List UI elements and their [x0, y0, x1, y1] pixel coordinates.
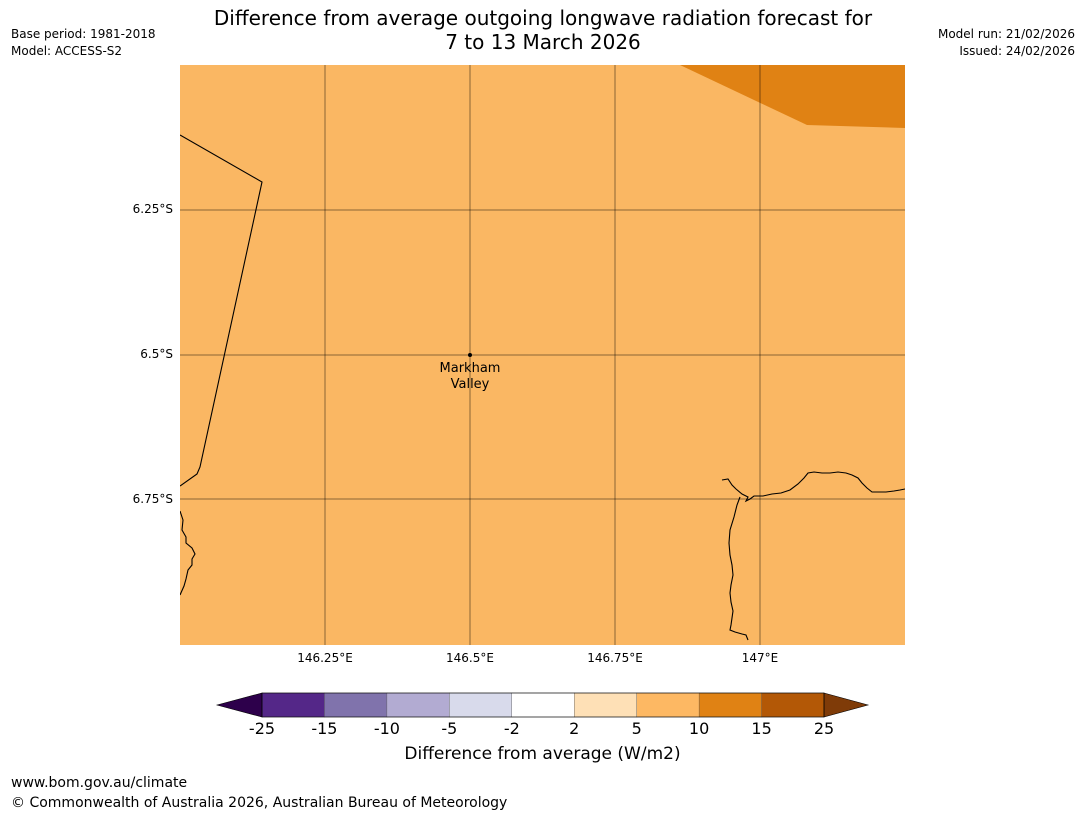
- forecast-map: Markham Valley: [180, 65, 905, 645]
- colorbar-segment: [386, 692, 450, 718]
- lat-label-6-25: 6.25°S: [132, 202, 173, 216]
- model-text: Model: ACCESS-S2: [11, 44, 123, 58]
- map-background-fill: [180, 65, 905, 645]
- colorbar-under-triangle: [215, 692, 263, 718]
- colorbar-label: Difference from average (W/m2): [404, 744, 681, 764]
- place-label-line-1: Markham: [440, 361, 501, 376]
- lon-label-146-25: 146.25°E: [297, 651, 353, 665]
- colorbar-tick-label: -5: [441, 719, 458, 738]
- colorbar-tick-label: 10: [688, 719, 710, 738]
- lon-label-146-75: 146.75°E: [587, 651, 643, 665]
- colorbar-segment: [636, 692, 700, 718]
- colorbar-segment: [261, 692, 325, 718]
- model-run-text: Model run: 21/02/2026: [937, 27, 1075, 41]
- title-line-2: 7 to 13 March 2026: [445, 30, 641, 54]
- colorbar-tick-label: 5: [631, 719, 642, 738]
- chart-title: Difference from average outgoing longwav…: [180, 6, 906, 54]
- boundaries: [180, 134, 905, 641]
- colorbar-segment: [449, 692, 513, 718]
- colorbar-tick-label: -2: [503, 719, 520, 738]
- colorbar-segment: [698, 692, 763, 718]
- colorbar-segment: [324, 692, 388, 718]
- meta-right: Model run: 21/02/2026 Issued: 24/02/2026: [938, 26, 1075, 60]
- east-coastline: [721, 471, 905, 503]
- title-line-1: Difference from average outgoing longwav…: [213, 6, 873, 30]
- colorbar-segments: [261, 692, 825, 718]
- meta-left: Base period: 1981-2018 Model: ACCESS-S2: [11, 26, 156, 60]
- colorbar-tick-label: 15: [751, 719, 772, 738]
- left-coastline: [180, 510, 196, 596]
- colorbar-tick-label: 2: [569, 719, 580, 738]
- gridlines: [180, 65, 905, 645]
- colorbar-tick-label: 25: [813, 719, 835, 738]
- province-boundary: [180, 134, 263, 487]
- high-anomaly-region: [680, 65, 905, 128]
- footer-url[interactable]: www.bom.gov.au/climate: [11, 775, 188, 791]
- colorbar-segment: [574, 692, 638, 718]
- base-period-text: Base period: 1981-2018: [11, 27, 156, 41]
- colorbar-segment: [511, 692, 575, 718]
- markham-valley-marker: [468, 353, 472, 357]
- colorbar-frame: [261, 692, 825, 718]
- lat-label-6-5: 6.5°S: [140, 347, 173, 361]
- lon-label-146-5: 146.5°E: [446, 651, 494, 665]
- lat-label-6-75: 6.75°S: [132, 492, 173, 506]
- issued-text: Issued: 24/02/2026: [959, 44, 1075, 58]
- lon-label-147: 147°E: [741, 651, 779, 665]
- river-line: [728, 496, 749, 641]
- colorbar: [215, 692, 870, 718]
- place-label-line-2: Valley: [451, 377, 490, 392]
- colorbar-tick-label: -10: [373, 719, 400, 738]
- colorbar-tick-label: -15: [311, 719, 338, 738]
- colorbar-tick-label: -25: [248, 719, 276, 738]
- colorbar-over-triangle: [823, 692, 870, 718]
- colorbar-segment: [761, 692, 825, 718]
- footer-copyright: © Commonwealth of Australia 2026, Austra…: [11, 795, 508, 811]
